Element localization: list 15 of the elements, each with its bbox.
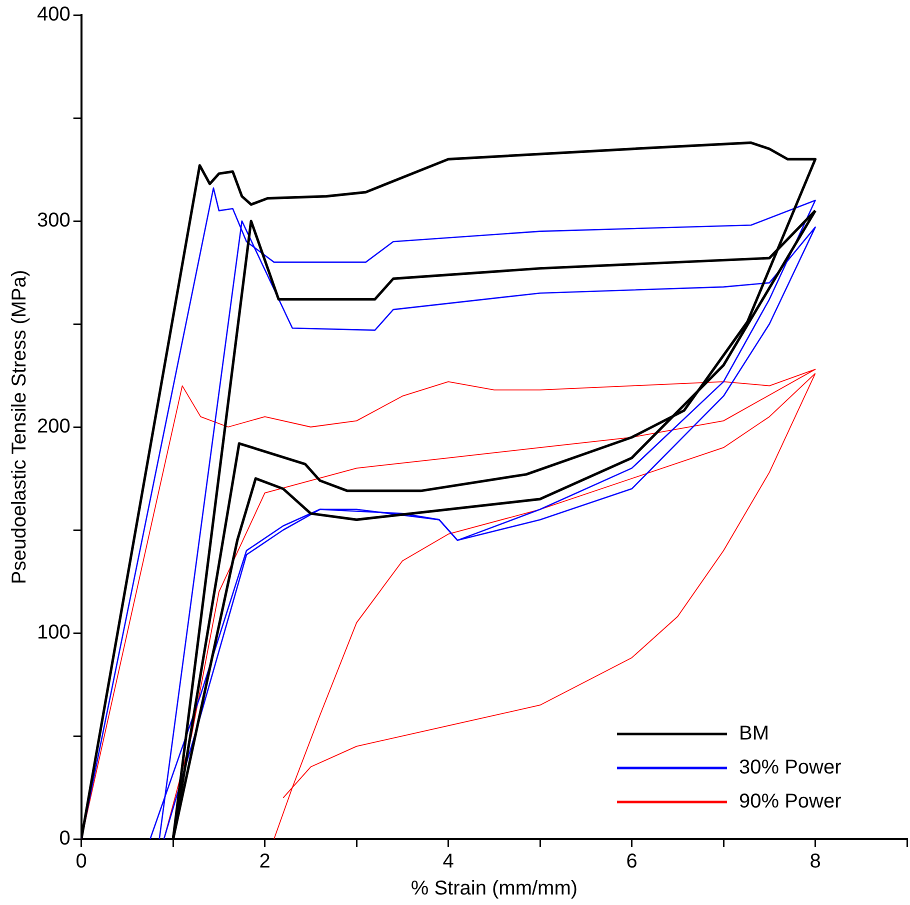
x-axis-title: % Strain (mm/mm) [410, 878, 578, 900]
y-tick-label: 100 [36, 622, 70, 644]
x-tick-label: 8 [810, 850, 821, 873]
x-tick-label: 6 [626, 850, 638, 873]
text: 90% Power [739, 790, 842, 813]
y-tick-label: 0 [59, 828, 70, 850]
y-tick-label: 300 [36, 210, 70, 232]
x-tick-label: 0 [76, 850, 87, 873]
y-tick-label: 400 [36, 4, 70, 26]
text: 30% Power [739, 756, 842, 779]
text: BM [739, 722, 769, 745]
y-tick-label: 200 [36, 416, 70, 438]
x-tick-label: 2 [259, 850, 270, 873]
x-tick-label: 4 [442, 850, 454, 873]
y-axis-title: Pseudoelastic Tensile Stress (MPa) [8, 270, 31, 584]
